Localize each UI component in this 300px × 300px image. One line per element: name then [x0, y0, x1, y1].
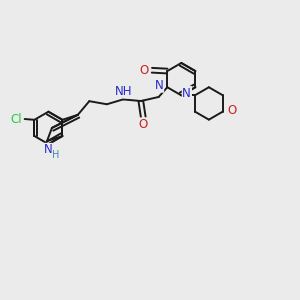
Text: N: N [183, 86, 191, 99]
Text: N: N [155, 79, 164, 92]
Text: O: O [139, 64, 148, 77]
Text: H: H [52, 150, 60, 160]
Text: N: N [44, 143, 52, 156]
Text: O: O [227, 104, 236, 117]
Text: O: O [139, 118, 148, 131]
Text: NH: NH [115, 85, 133, 98]
Text: Cl: Cl [11, 112, 22, 125]
Text: N: N [182, 87, 191, 100]
